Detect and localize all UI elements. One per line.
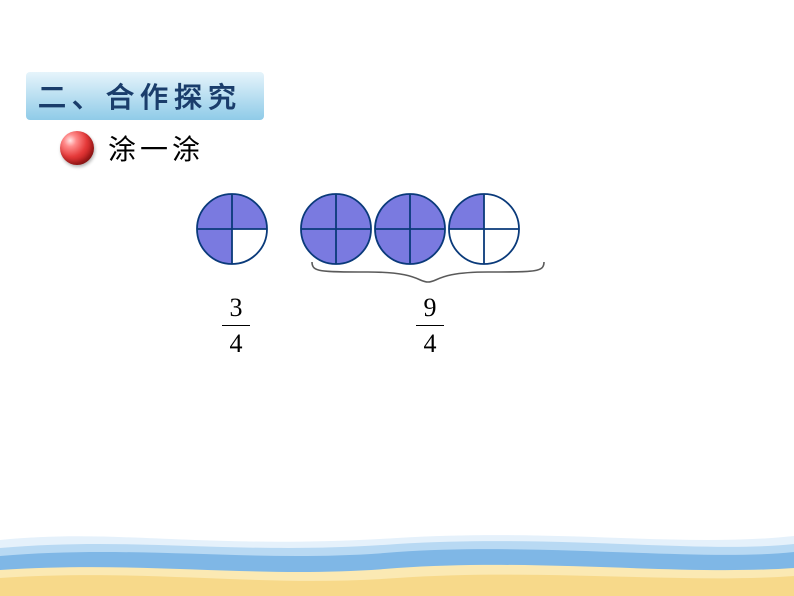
bullet-text: 涂一涂: [108, 128, 204, 168]
fraction-left: 3 4: [222, 294, 250, 358]
fraction-denominator: 4: [222, 330, 250, 357]
figure-area: [195, 192, 565, 266]
fraction-denominator: 4: [416, 330, 444, 357]
fraction-circle: [373, 192, 447, 266]
fraction-numerator: 9: [416, 294, 444, 321]
bullet-sphere-icon: [60, 131, 94, 165]
fraction-bar: [222, 325, 250, 326]
fraction-circle: [299, 192, 373, 266]
fraction-numerator: 3: [222, 294, 250, 321]
circles-row: [195, 192, 565, 266]
fraction-bar: [416, 325, 444, 326]
curly-brace-icon: [310, 260, 546, 284]
fraction-right: 9 4: [416, 294, 444, 358]
wave-footer: [0, 522, 794, 596]
fraction-circle: [447, 192, 521, 266]
section-heading: 二、合作探究: [26, 72, 264, 120]
fraction-circle: [195, 192, 269, 266]
bullet-row: 涂一涂: [60, 128, 204, 168]
